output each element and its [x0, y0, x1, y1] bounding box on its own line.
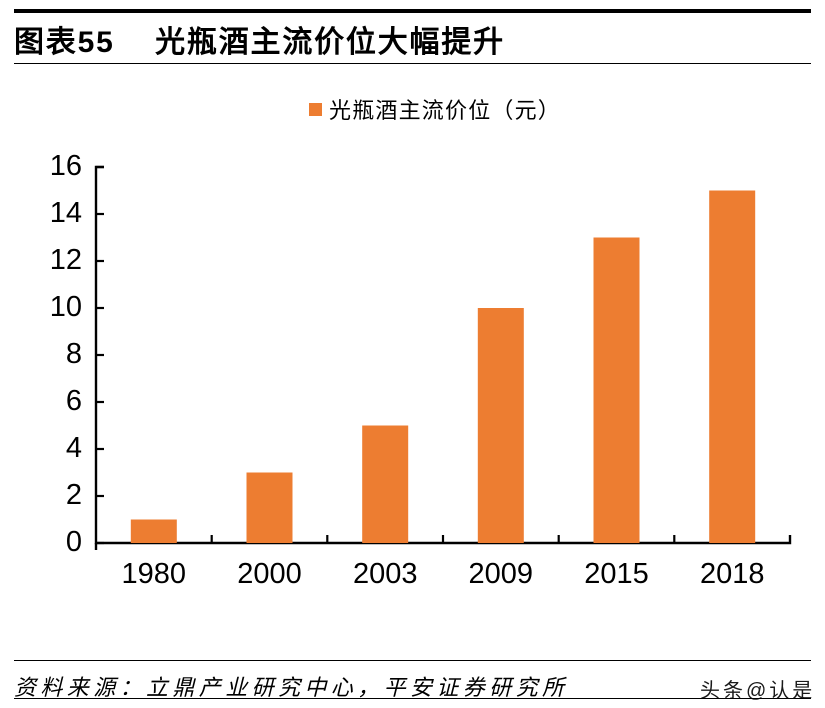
svg-text:2018: 2018: [700, 558, 765, 590]
svg-text:10: 10: [50, 291, 82, 323]
svg-text:2000: 2000: [237, 558, 302, 590]
svg-text:2015: 2015: [584, 558, 649, 590]
svg-text:4: 4: [66, 432, 82, 464]
svg-text:2003: 2003: [353, 558, 418, 590]
svg-text:2009: 2009: [469, 558, 534, 590]
svg-text:8: 8: [66, 338, 82, 370]
svg-text:2: 2: [66, 479, 82, 511]
svg-text:14: 14: [50, 197, 82, 229]
svg-text:12: 12: [50, 244, 82, 276]
svg-text:0: 0: [66, 526, 82, 558]
svg-text:1980: 1980: [122, 558, 187, 590]
svg-text:6: 6: [66, 385, 82, 417]
svg-text:16: 16: [50, 150, 82, 182]
